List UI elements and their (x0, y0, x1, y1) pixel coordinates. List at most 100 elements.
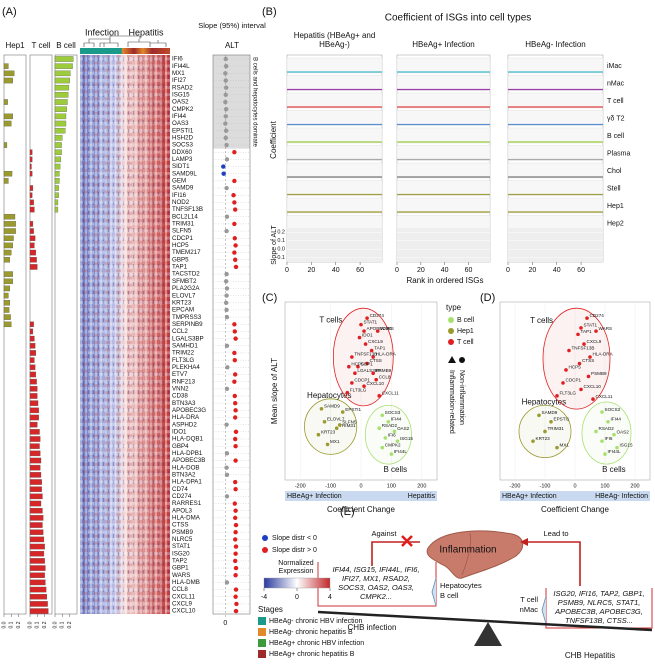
right-cup (541, 595, 547, 625)
point-label: CXCL10 (584, 384, 602, 389)
scatter-point (365, 316, 369, 320)
point-label: SLFN5 (342, 420, 357, 425)
bar (29, 257, 37, 263)
scatter-point (594, 429, 598, 434)
x-tick-label: -200 (509, 483, 520, 489)
x-tick-label: 200 (417, 483, 426, 489)
expr-tick-label: 0 (295, 594, 299, 601)
legend-title: Stages (258, 605, 283, 614)
bar (29, 608, 49, 614)
shaded-label: B cells and hepatocytes dominate (251, 57, 257, 147)
gene-label: CD274 (172, 493, 192, 500)
gene-label: GBP4 (172, 443, 189, 450)
scatter-point (350, 355, 354, 359)
point-label: RSAD2 (382, 423, 398, 428)
scatter-point (316, 432, 321, 437)
gene-label: OAS2 (172, 99, 189, 106)
point-label: TRIM31 (339, 423, 356, 428)
row-band (396, 57, 491, 74)
bar (29, 601, 48, 607)
scatter-point (612, 432, 616, 437)
panel-label: (A) (2, 6, 17, 18)
column-title: HBeAg-) (319, 40, 350, 49)
slope-point (232, 150, 237, 155)
slope-point (224, 343, 230, 348)
gene-label: PSMB9 (172, 529, 194, 536)
slope-point (223, 300, 229, 305)
bar (54, 84, 70, 91)
row-band (396, 75, 491, 91)
row-band (507, 127, 604, 144)
gene-label: TAP2 (172, 558, 188, 565)
row-band (507, 75, 604, 91)
bar (29, 500, 42, 507)
bar (54, 142, 62, 148)
x-tick-label: 100 (387, 483, 396, 489)
slope-point (233, 558, 238, 564)
slope-point (233, 594, 238, 599)
expr-colorbar (263, 577, 331, 589)
slope-point (224, 465, 229, 470)
point-label: KRT23 (321, 429, 336, 434)
heatmap-group: Hepatitis (128, 27, 164, 37)
bar (29, 228, 34, 234)
point-label: CTSS (370, 358, 382, 363)
legend-label: T cell (457, 339, 474, 346)
scatter-point (576, 332, 580, 337)
gene-label: APOL3 (172, 507, 193, 514)
bar (54, 63, 73, 69)
gene-label: NOD2 (172, 199, 190, 206)
scatter-point (549, 419, 553, 424)
x-tick-label: 0 (573, 483, 576, 489)
bar (3, 77, 13, 84)
bar (29, 421, 38, 428)
point-label: PSMB9 (591, 371, 607, 376)
bar (29, 543, 45, 550)
bar (29, 529, 44, 535)
point-label: HLA-DRA (376, 352, 397, 357)
scatter-point (567, 348, 571, 353)
bar (29, 264, 38, 270)
point-label: CXCL9 (368, 339, 383, 344)
gene-label: TRIM22 (172, 350, 195, 357)
scatter-point (531, 439, 535, 443)
slope-point (223, 63, 229, 69)
point-label: CXCL11 (382, 391, 399, 396)
row-label: Chol (607, 168, 622, 175)
point-label: TNFSF13B (572, 345, 595, 350)
region-label: Hepatocytes (522, 397, 566, 406)
bar (29, 393, 38, 399)
region-label: B cells (602, 465, 626, 474)
cluster-ellipse (542, 307, 611, 410)
point-label: ISG15 (620, 442, 633, 447)
x-tick-label: 0 (359, 483, 362, 489)
legend-label: B cell (457, 317, 475, 324)
row-band (286, 180, 383, 196)
gene-label: CD38 (172, 393, 188, 400)
slope-point (233, 207, 238, 212)
stage-swatch (258, 639, 266, 647)
x-tick-label: 100 (600, 483, 609, 489)
bar (29, 249, 37, 256)
bar (29, 436, 41, 442)
slope-panel (212, 54, 251, 615)
row-band (507, 92, 604, 109)
slope-point (221, 164, 226, 169)
slope-point (224, 185, 229, 191)
scatter-point (334, 426, 339, 431)
row-band (286, 110, 383, 126)
bar (3, 292, 9, 299)
point-label: IFI6 (605, 436, 613, 441)
gene-label: HCP5 (172, 242, 189, 249)
bar (3, 271, 13, 277)
dendrogram (83, 35, 167, 47)
gene-label: TRIM31 (172, 221, 195, 228)
gene-label: CTSS (172, 522, 189, 529)
gene-label: ETV7 (172, 371, 188, 378)
bar (29, 479, 42, 485)
arrow-against (371, 541, 420, 566)
slope-point (224, 142, 229, 148)
bar-tick-label: 0.2 (67, 621, 73, 628)
gene-list: IFI27, MX1, RSAD2, (342, 574, 410, 583)
panel-label: (C) (262, 292, 277, 304)
